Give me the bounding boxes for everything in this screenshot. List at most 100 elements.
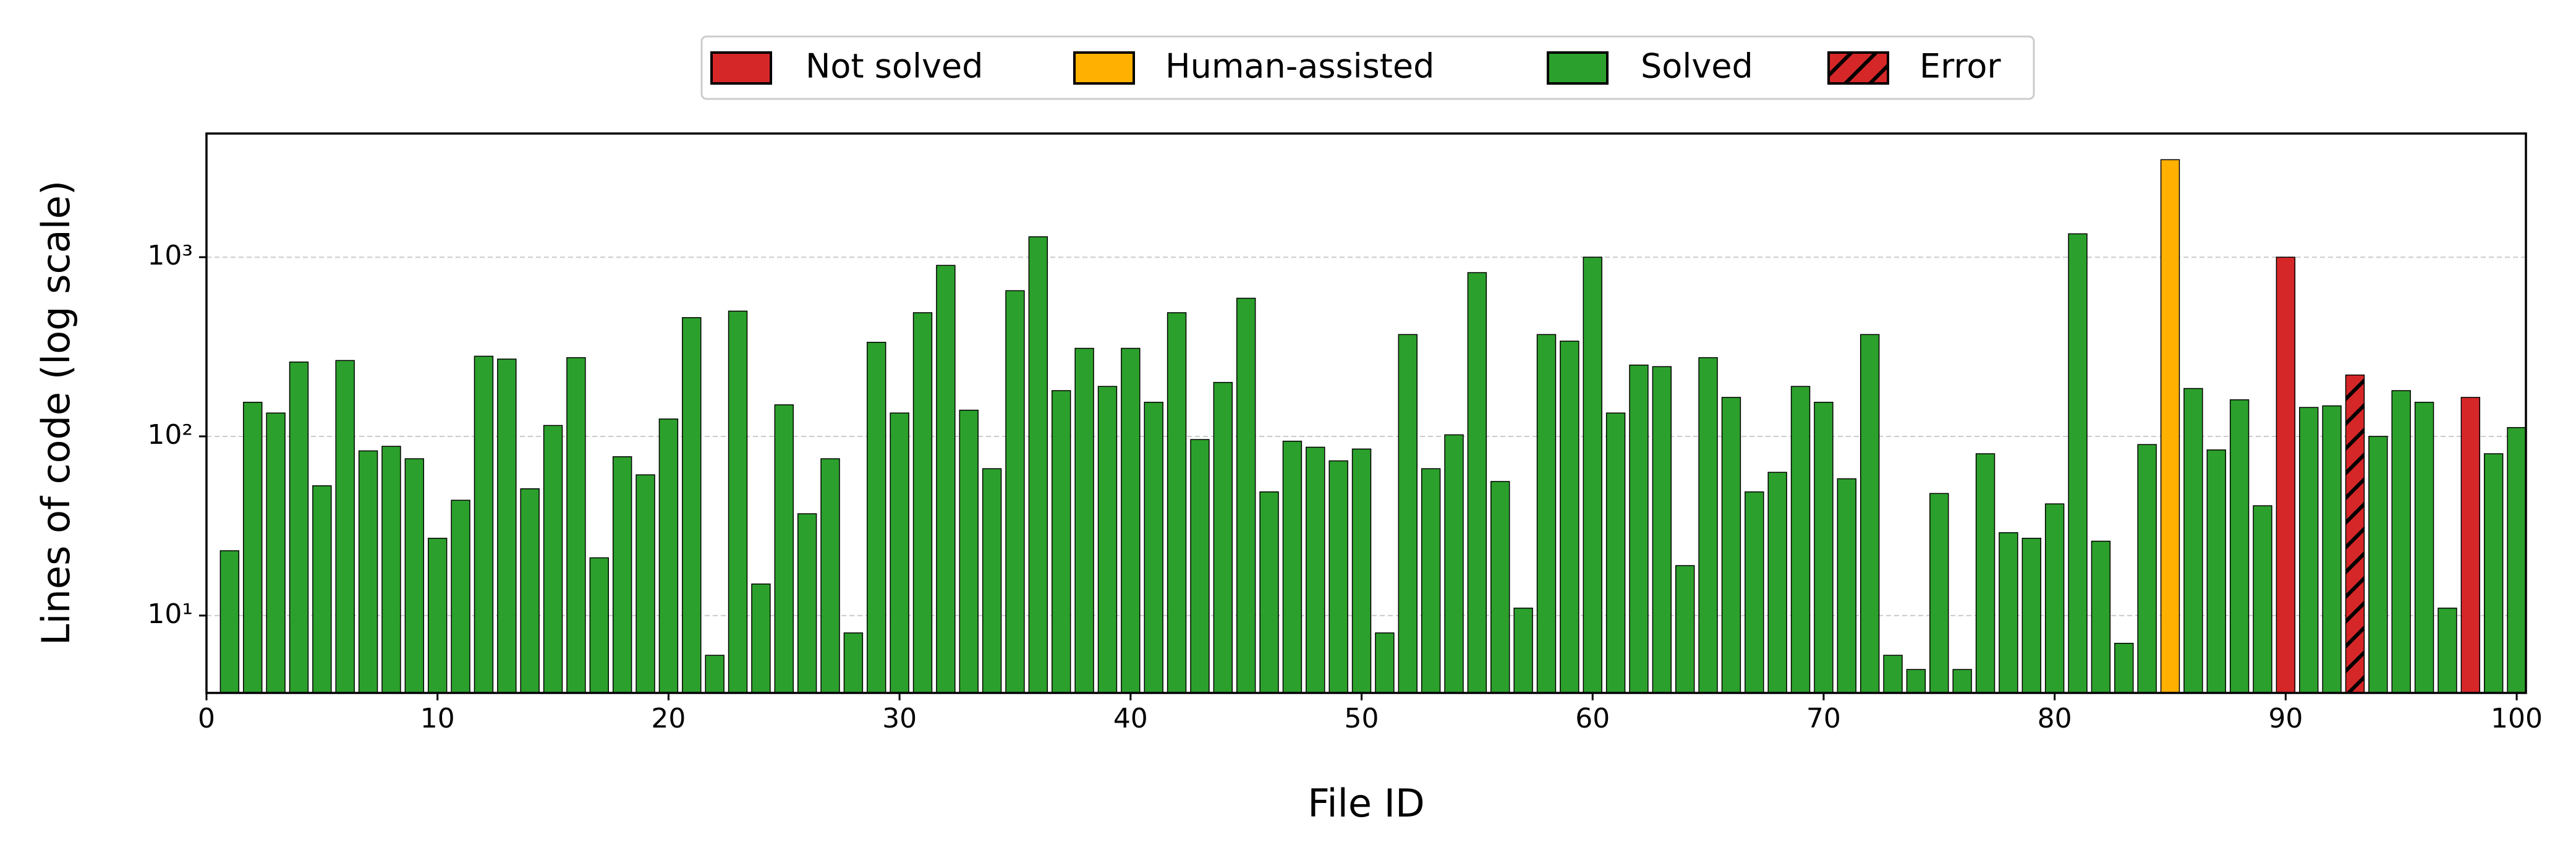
bar bbox=[1259, 491, 1279, 694]
bar bbox=[474, 355, 494, 694]
bar bbox=[428, 538, 448, 694]
bar bbox=[335, 360, 355, 694]
bar bbox=[1790, 386, 1811, 694]
bar bbox=[2068, 233, 2088, 694]
bar bbox=[2276, 257, 2296, 694]
bar bbox=[312, 485, 332, 694]
bar bbox=[1999, 532, 2018, 694]
bar bbox=[1282, 440, 1303, 694]
y-axis-label: Lines of code (log scale) bbox=[33, 180, 79, 645]
bar bbox=[1721, 397, 1741, 694]
x-tick-label: 70 bbox=[1806, 703, 1841, 734]
bar bbox=[1652, 366, 1672, 694]
legend-label: Solved bbox=[1641, 47, 1753, 86]
x-tick-label: 30 bbox=[882, 703, 917, 734]
x-tick-label: 40 bbox=[1113, 703, 1148, 734]
bar bbox=[1236, 297, 1256, 694]
bar bbox=[2044, 503, 2065, 694]
bar bbox=[2253, 505, 2272, 694]
bar bbox=[912, 312, 933, 694]
bar bbox=[1005, 290, 1025, 694]
bar bbox=[1213, 381, 1233, 694]
bar bbox=[1698, 357, 1718, 694]
bar bbox=[751, 584, 771, 694]
bar bbox=[1028, 236, 1048, 694]
plot-frame bbox=[205, 132, 2527, 694]
bar bbox=[243, 402, 263, 694]
legend-label: Error bbox=[1919, 47, 2001, 86]
x-tick-label: 10 bbox=[420, 703, 455, 734]
bar bbox=[266, 412, 286, 694]
bar bbox=[1513, 608, 1533, 694]
bar bbox=[797, 513, 817, 694]
bar bbox=[1929, 493, 1949, 694]
bar bbox=[589, 557, 609, 694]
bar bbox=[1167, 312, 1187, 694]
bar bbox=[404, 458, 425, 694]
y-tick-label: 10² bbox=[147, 419, 193, 451]
bar bbox=[1375, 632, 1395, 694]
bar bbox=[2391, 390, 2411, 694]
bar bbox=[1144, 402, 1163, 694]
bar bbox=[2229, 399, 2250, 694]
bar bbox=[520, 488, 540, 694]
bar bbox=[1975, 453, 1996, 694]
bar bbox=[1583, 257, 1602, 694]
bar bbox=[1097, 386, 1118, 694]
bar bbox=[543, 425, 563, 694]
bar bbox=[612, 456, 632, 694]
bar bbox=[1767, 472, 1787, 694]
bar bbox=[682, 317, 702, 694]
legend-label: Not solved bbox=[806, 47, 983, 86]
bar bbox=[2137, 444, 2157, 694]
bar bbox=[2483, 453, 2504, 694]
bar bbox=[1052, 390, 1071, 694]
bar bbox=[1351, 448, 1372, 694]
bar bbox=[1421, 468, 1441, 694]
bar bbox=[2438, 608, 2457, 694]
bar bbox=[936, 265, 956, 694]
legend-box bbox=[700, 35, 2035, 100]
bar bbox=[1121, 347, 1141, 694]
bar bbox=[1328, 460, 1348, 694]
bar bbox=[867, 342, 886, 694]
bar bbox=[2345, 374, 2365, 694]
bar bbox=[1398, 334, 1418, 694]
bar bbox=[2368, 436, 2388, 694]
bar bbox=[2507, 427, 2527, 694]
bar bbox=[820, 458, 840, 694]
legend-label: Human-assisted bbox=[1165, 47, 1434, 86]
bar bbox=[728, 310, 748, 694]
bar bbox=[1906, 669, 1926, 694]
bar bbox=[289, 361, 309, 694]
legend-swatch bbox=[1547, 51, 1609, 85]
bar bbox=[2414, 402, 2434, 694]
bar bbox=[1306, 446, 1325, 694]
x-axis-label: File ID bbox=[1307, 781, 1424, 826]
bar bbox=[2091, 540, 2111, 694]
bar bbox=[1467, 272, 1487, 694]
bar bbox=[2021, 538, 2041, 694]
x-tick-label: 20 bbox=[651, 703, 686, 734]
x-tick-label: 90 bbox=[2268, 703, 2303, 734]
x-tick-label: 100 bbox=[2491, 703, 2543, 734]
bar bbox=[1675, 565, 1695, 694]
bar bbox=[1536, 334, 1557, 694]
bar bbox=[1745, 491, 1764, 694]
bar bbox=[1490, 481, 1510, 694]
bar bbox=[219, 550, 240, 694]
bar bbox=[2299, 407, 2319, 694]
y-tick-label: 10³ bbox=[147, 240, 193, 271]
bar bbox=[2114, 642, 2134, 694]
bar bbox=[2322, 405, 2342, 694]
bar bbox=[1837, 478, 1857, 694]
bar bbox=[358, 450, 378, 694]
bar bbox=[774, 404, 794, 694]
bar bbox=[451, 499, 470, 694]
bar bbox=[890, 412, 909, 694]
bar bbox=[705, 655, 725, 694]
bar bbox=[566, 357, 586, 694]
bar bbox=[381, 446, 401, 694]
